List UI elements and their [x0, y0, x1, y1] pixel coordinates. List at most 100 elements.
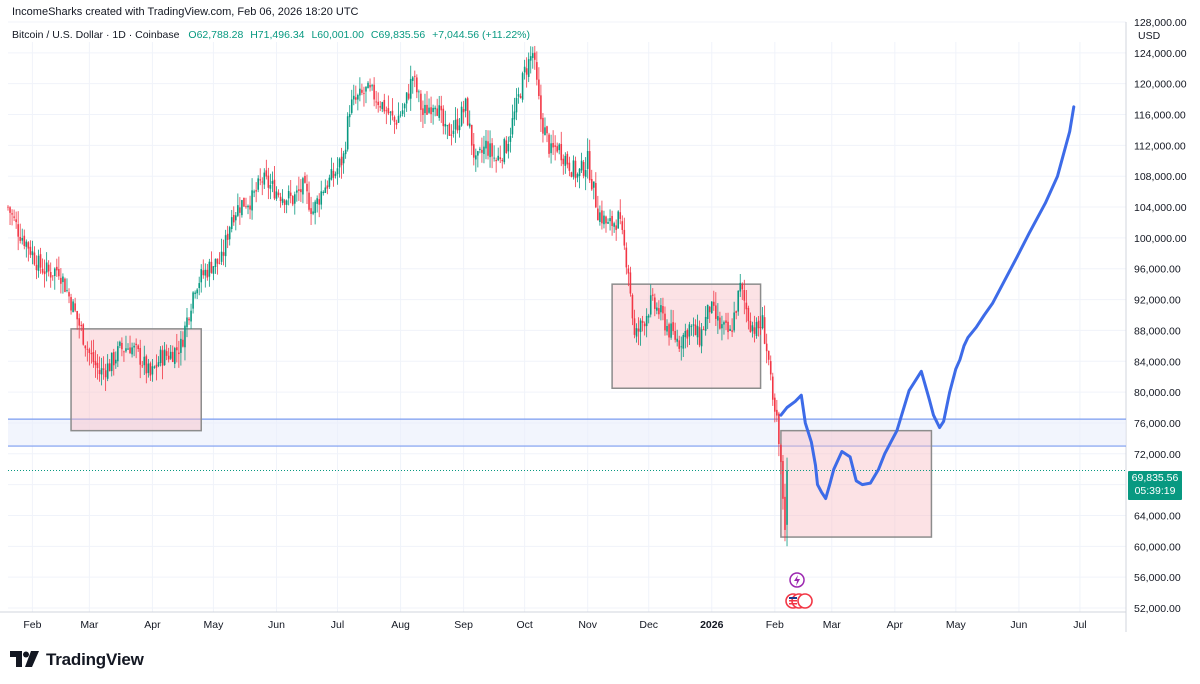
candle-body-252: [519, 95, 522, 98]
candle-body-267: [550, 143, 552, 154]
x-tick-label-8: Oct: [516, 619, 532, 631]
candle-body-197: [407, 93, 410, 99]
candle-body-148: [308, 192, 310, 210]
candle-body-166: [344, 149, 347, 155]
candle-body-188: [389, 111, 392, 113]
candle-body-351: [721, 324, 723, 329]
candle-body-254: [523, 66, 526, 73]
candle-body-184: [381, 102, 384, 110]
symbol-legend: Bitcoin / U.S. Dollar · 1D · Coinbase O6…: [12, 29, 530, 41]
candle-body-359: [737, 290, 740, 312]
candle-body-225: [464, 98, 467, 111]
candle-body-268: [552, 143, 554, 148]
candle-body-43: [94, 361, 97, 366]
candle-body-312: [641, 320, 644, 323]
candle-body-125: [261, 181, 264, 183]
candle-body-237: [489, 143, 491, 158]
x-tick-label-1: Mar: [80, 619, 99, 631]
candle-body-260: [536, 62, 538, 80]
x-tick-label-14: Apr: [887, 619, 904, 631]
candle-body-310: [637, 328, 640, 332]
candle-body-20: [47, 264, 50, 272]
candle-body-34: [76, 310, 78, 320]
candle-body-324: [666, 325, 668, 332]
x-tick-label-3: May: [204, 619, 225, 631]
candle-body-373: [765, 343, 768, 352]
candle-body-130: [271, 181, 274, 184]
candle-body-51: [110, 352, 113, 372]
candle-body-100: [210, 261, 213, 273]
candle-body-0: [7, 206, 9, 208]
candle-body-321: [660, 305, 662, 313]
candle-body-246: [507, 143, 510, 152]
y-tick-label-13: 104,000.00: [1134, 202, 1187, 214]
candle-body-242: [499, 157, 502, 160]
candle-body-266: [548, 134, 550, 154]
candle-body-375: [769, 361, 772, 375]
candle-body-236: [487, 141, 489, 156]
candle-body-158: [328, 177, 331, 187]
candle-body-11: [29, 246, 32, 255]
candle-body-368: [755, 322, 758, 336]
zone-projection: [780, 429, 933, 538]
candle-body-90: [190, 310, 192, 322]
candle-body-196: [405, 92, 408, 104]
candle-body-87: [184, 325, 186, 348]
candle-body-18: [43, 271, 46, 275]
symbol-name[interactable]: Bitcoin / U.S. Dollar · 1D · Coinbase: [12, 29, 180, 41]
tradingview-logo[interactable]: TradingView: [10, 650, 144, 670]
tradingview-logo-text: TradingView: [46, 650, 144, 669]
candle-body-325: [668, 324, 670, 338]
candle-body-295: [607, 222, 609, 224]
candle-body-303: [623, 229, 626, 246]
candle-body-127: [265, 170, 268, 177]
candle-body-52: [112, 352, 115, 366]
candle-body-44: [96, 362, 99, 369]
candle-body-77: [163, 349, 166, 366]
candle-body-78: [165, 351, 168, 356]
candle-body-84: [178, 352, 180, 355]
candle-body-314: [645, 315, 648, 327]
candle-body-213: [440, 105, 443, 111]
candle-body-115: [241, 200, 243, 216]
x-tick-label-5: Jul: [331, 619, 344, 631]
candle-body-65: [139, 347, 142, 365]
candle-body-131: [273, 179, 276, 199]
candle-body-326: [670, 323, 672, 338]
candle-body-141: [293, 194, 296, 204]
y-tick-label-9: 88,000.00: [1134, 325, 1181, 337]
candle-body-14: [35, 264, 38, 271]
candle-body-103: [216, 258, 219, 264]
candle-body-288: [592, 181, 595, 188]
candle-body-167: [346, 116, 349, 150]
candle-body-49: [106, 363, 109, 379]
candle-body-27: [62, 276, 64, 283]
candle-body-129: [269, 185, 272, 189]
candle-body-97: [204, 269, 207, 276]
zone-rectangles: [70, 283, 933, 538]
candle-body-173: [359, 88, 361, 96]
candle-body-302: [621, 221, 624, 230]
candle-body-317: [651, 294, 654, 296]
time-axis: Feb Mar Apr May Jun Jul Aug Sep Oct Nov Dec 2026 Feb…: [23, 619, 1086, 631]
candle-body-124: [259, 179, 262, 181]
candle-body-282: [580, 160, 583, 171]
candle-body-253: [521, 73, 524, 100]
candle-body-264: [544, 127, 546, 136]
candle-body-285: [586, 151, 589, 169]
candle-body-70: [149, 363, 152, 376]
candle-body-1: [9, 207, 11, 213]
candle-body-369: [757, 320, 760, 329]
chart-grid: [0, 21, 1127, 632]
candle-body-40: [88, 349, 91, 353]
us-flag-canton-icon: [789, 597, 798, 599]
candle-body-4: [15, 219, 17, 223]
candle-body-342: [702, 329, 705, 331]
candle-body-309: [635, 328, 638, 337]
candle-body-315: [647, 315, 650, 318]
candle-body-313: [643, 323, 646, 327]
candle-body-361: [741, 284, 744, 290]
candle-body-227: [468, 123, 471, 127]
candle-body-59: [127, 348, 129, 350]
